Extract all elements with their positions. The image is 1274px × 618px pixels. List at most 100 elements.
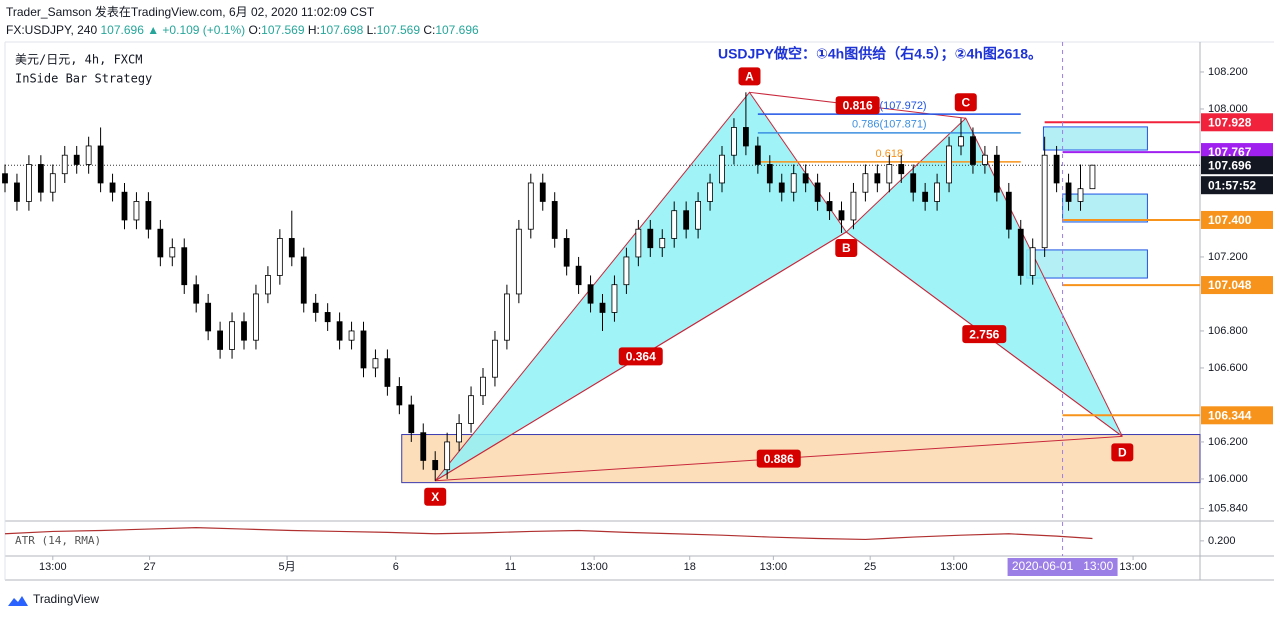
candle-body bbox=[946, 145, 952, 184]
candle-body bbox=[276, 238, 283, 276]
candle-body bbox=[145, 201, 152, 230]
candle-body bbox=[444, 441, 451, 471]
candle-body bbox=[1077, 188, 1084, 202]
candle-body bbox=[587, 284, 594, 304]
candle-body bbox=[169, 247, 176, 258]
point-label: X bbox=[431, 490, 439, 504]
candle-body bbox=[527, 182, 534, 230]
point-label: A bbox=[745, 69, 754, 83]
candle-body bbox=[635, 228, 642, 258]
annotation: USDJPY做空：①4h图供给（右4.5）；②4h图2618。 bbox=[718, 46, 1042, 63]
y-tick-label: 106.200 bbox=[1208, 436, 1248, 448]
x-tick-label: 27 bbox=[143, 561, 155, 573]
candle-body bbox=[539, 182, 546, 202]
candle-body bbox=[814, 182, 821, 202]
header-segment: 107.696 bbox=[435, 23, 479, 37]
last-price-tag-bg bbox=[1201, 156, 1273, 175]
price-tag-bg bbox=[1201, 210, 1273, 229]
x-tick-label: 13:00 bbox=[580, 561, 608, 573]
ratio-label: 2.756 bbox=[969, 327, 999, 341]
candle-body bbox=[133, 201, 140, 221]
header-line2: FX:USDJPY, 240 107.696 ▲ +0.109 (+0.1%) … bbox=[6, 23, 479, 37]
header-segment: 107.696 ▲ +0.109 (+0.1%) bbox=[101, 23, 249, 37]
header-segment: FX:USDJPY, 240 bbox=[6, 23, 101, 37]
candle-body bbox=[611, 284, 618, 313]
candle-body bbox=[575, 265, 582, 286]
candle-body bbox=[515, 228, 522, 295]
candle-body bbox=[599, 302, 606, 313]
candle-body bbox=[850, 191, 857, 221]
y-tick-label: 106.000 bbox=[1208, 473, 1248, 485]
candle-body bbox=[754, 145, 761, 165]
price-tag: 107.767 bbox=[1208, 145, 1252, 159]
x-tick-label: 11 bbox=[505, 561, 516, 573]
last-price-tag: 107.696 bbox=[1208, 158, 1252, 172]
candle-body bbox=[324, 312, 331, 323]
point-box bbox=[954, 93, 977, 112]
candle-body bbox=[348, 330, 355, 341]
x-tick-label: 18 bbox=[684, 561, 696, 573]
point-box bbox=[424, 487, 447, 506]
y-tick-label: 108.200 bbox=[1208, 66, 1248, 78]
price-tag-bg bbox=[1201, 113, 1273, 132]
brand: TradingView bbox=[33, 592, 99, 606]
candle-body bbox=[205, 302, 212, 332]
x-tick-label: 13:00 bbox=[39, 561, 67, 573]
candle-body bbox=[683, 210, 690, 230]
price-tag: 107.400 bbox=[1208, 213, 1252, 227]
candle-body bbox=[623, 256, 630, 286]
pattern-xab bbox=[434, 91, 847, 482]
y-tick-label: 105.840 bbox=[1208, 502, 1248, 514]
candle-body bbox=[217, 330, 224, 350]
candle-body bbox=[1005, 191, 1012, 230]
logo: TradingView bbox=[8, 592, 99, 606]
candle-body bbox=[802, 173, 809, 184]
countdown: 01:57:52 bbox=[1208, 178, 1256, 192]
header-segment: O: bbox=[248, 23, 261, 37]
x-tick-label: 13:00 bbox=[760, 561, 788, 573]
header-line1: Trader_Samson 发表在TradingView.com, 6月 02,… bbox=[6, 4, 375, 19]
candle-body bbox=[874, 173, 881, 184]
candle-body bbox=[480, 376, 486, 397]
ratio-box bbox=[835, 96, 880, 115]
candle-body bbox=[97, 145, 104, 184]
candle-body bbox=[181, 247, 188, 286]
price-tag-bg bbox=[1201, 406, 1273, 425]
candle-body bbox=[1053, 154, 1060, 184]
candle-body bbox=[862, 173, 869, 193]
ratio-label: 0.364 bbox=[626, 350, 656, 364]
point-label: C bbox=[961, 95, 970, 109]
candle-body bbox=[157, 228, 164, 258]
candle-body bbox=[14, 182, 20, 202]
candle-body bbox=[790, 173, 797, 193]
ratio-box bbox=[756, 449, 801, 468]
fib-label: 0.786(107.871) bbox=[852, 119, 927, 131]
candle-body bbox=[312, 302, 319, 313]
candle-body bbox=[229, 321, 235, 350]
candle-body bbox=[719, 154, 725, 184]
x-tick-label: 5月 bbox=[278, 561, 295, 573]
candle-body bbox=[49, 173, 56, 193]
countdown-bg bbox=[1201, 176, 1273, 195]
atr-tick-label: 0.200 bbox=[1208, 535, 1236, 547]
point-box bbox=[835, 238, 858, 257]
main-pane: 0.886(107.972)0.786(107.871)0.6180.3642.… bbox=[2, 42, 1201, 556]
candle-body bbox=[922, 191, 929, 202]
candle-body bbox=[420, 432, 427, 461]
price-tag-bg bbox=[1201, 276, 1273, 295]
candle-body bbox=[121, 191, 128, 221]
candle-body bbox=[241, 321, 247, 341]
price-tag: 107.048 bbox=[1208, 278, 1252, 292]
strategy-label: InSide Bar Strategy bbox=[15, 72, 152, 86]
ratio-box bbox=[618, 347, 663, 366]
candle-body bbox=[1029, 247, 1036, 276]
candle-body bbox=[982, 154, 988, 165]
price-tag: 107.928 bbox=[1208, 115, 1252, 129]
candle-body bbox=[731, 127, 737, 156]
candle-body bbox=[766, 164, 773, 184]
y-tick-label: 106.800 bbox=[1208, 325, 1248, 337]
y-tick-label: 108.000 bbox=[1208, 103, 1248, 115]
ratio-label: 0.816 bbox=[843, 98, 873, 112]
